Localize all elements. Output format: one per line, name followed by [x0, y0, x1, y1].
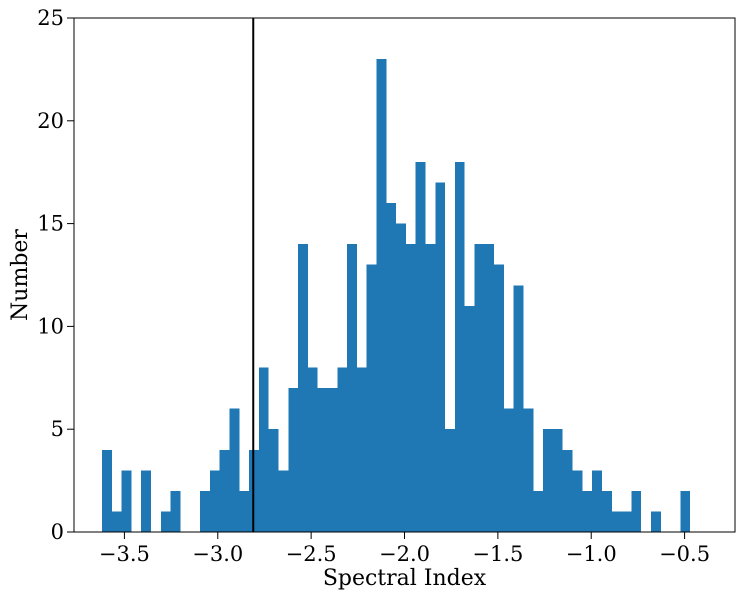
histogram-bar: [229, 408, 240, 532]
histogram-bar: [572, 470, 583, 532]
histogram-bar: [288, 388, 299, 532]
histogram-bar: [582, 490, 593, 532]
histogram-bar: [425, 244, 436, 532]
histogram-bar: [327, 388, 338, 532]
histogram-bar: [621, 511, 632, 532]
histogram-bar: [523, 408, 534, 532]
histogram-bar: [268, 429, 279, 532]
x-tick-label: −0.5: [659, 542, 710, 566]
histogram-bar: [317, 388, 328, 532]
histogram-bar: [592, 470, 602, 532]
histogram-bar: [445, 429, 455, 532]
histogram-bar: [307, 367, 318, 532]
histogram-bar: [209, 470, 220, 532]
y-tick-label: 0: [51, 520, 64, 544]
histogram-bar: [631, 490, 642, 532]
x-tick-label: −1.0: [566, 542, 617, 566]
y-axis-label: Number: [8, 229, 33, 321]
histogram-bar: [415, 161, 426, 533]
y-tick-label: 25: [37, 6, 64, 30]
x-tick-label: −1.5: [472, 542, 523, 566]
histogram-bar: [278, 470, 289, 532]
histogram-bar: [170, 490, 181, 532]
histogram-bar: [102, 449, 112, 532]
histogram-bar: [160, 511, 171, 532]
histogram-bar: [484, 244, 495, 532]
histogram-bar: [435, 182, 446, 533]
x-tick-label: −2.5: [286, 542, 337, 566]
histogram-bar: [533, 490, 544, 532]
histogram-bar: [680, 490, 691, 532]
histogram-bar: [121, 470, 132, 532]
histogram-bar: [454, 161, 465, 533]
histogram-bar: [513, 285, 524, 532]
histogram-bar: [219, 449, 230, 532]
histogram-bar: [298, 244, 308, 532]
histogram-bar: [141, 470, 152, 532]
histogram-bars: [102, 59, 691, 533]
x-axis-ticks: −3.5 −3.0 −2.5 −2.0 −1.5 −1.0 −0.5: [99, 532, 710, 566]
histogram-bar: [494, 264, 504, 532]
histogram-bar: [347, 244, 357, 532]
histogram-bar: [258, 367, 269, 532]
histogram-bar: [543, 429, 553, 532]
histogram-bar: [562, 449, 573, 532]
x-axis-label: Spectral Index: [323, 566, 487, 591]
histogram-bar: [376, 59, 387, 533]
histogram-bar: [611, 511, 622, 532]
histogram-bar: [356, 367, 367, 532]
histogram-bar: [200, 490, 210, 532]
histogram-bar: [396, 223, 406, 532]
y-tick-label: 10: [37, 314, 64, 338]
y-tick-label: 20: [37, 109, 64, 133]
x-tick-label: −2.0: [379, 542, 430, 566]
x-tick-label: −3.0: [192, 542, 243, 566]
y-tick-label: 15: [37, 212, 64, 236]
histogram-bar: [366, 264, 377, 532]
histogram-bar: [337, 367, 348, 532]
histogram-bar: [239, 490, 250, 532]
histogram-bar: [601, 490, 612, 532]
histogram-bar: [111, 511, 122, 532]
histogram-bar: [405, 244, 416, 532]
y-axis-ticks: 0 5 10 15 20 25: [37, 6, 74, 544]
histogram-bar: [650, 511, 661, 532]
x-tick-label: −3.5: [99, 542, 150, 566]
histogram-bar: [474, 244, 485, 532]
histogram-bar: [464, 305, 475, 532]
histogram-bar: [386, 203, 397, 533]
histogram-bar: [503, 408, 514, 532]
histogram-bar: [552, 429, 563, 532]
y-tick-label: 5: [51, 417, 64, 441]
